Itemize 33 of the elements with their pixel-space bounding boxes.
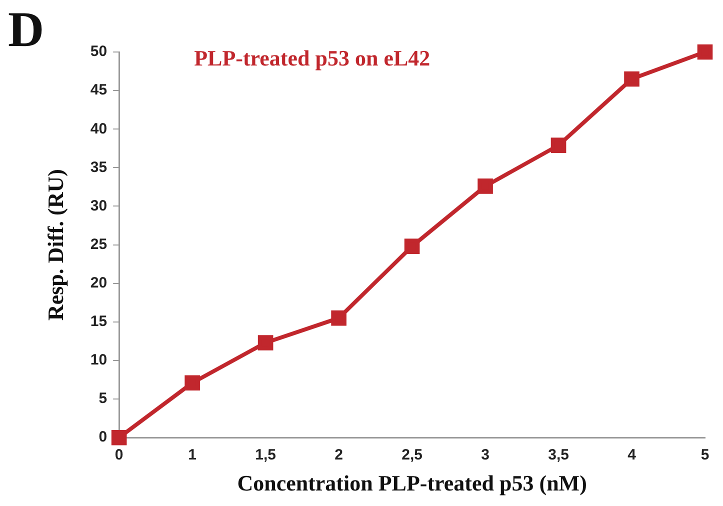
y-tick-label: 15 (90, 313, 108, 330)
x-tick-label: 3,5 (548, 446, 569, 464)
y-tick-label: 10 (90, 352, 108, 369)
chart-title: PLP-treated p53 on eL42 (194, 46, 430, 71)
point (550, 138, 566, 153)
point (111, 430, 127, 446)
y-tick-label: 30 (90, 197, 108, 214)
y-tick-label: 45 (90, 82, 108, 99)
point (404, 238, 420, 254)
x-tick-label: 2 (334, 446, 343, 464)
y-axis-title: Resp. Diff. (RU) (42, 169, 68, 321)
x-tick-label: 1,5 (255, 446, 276, 464)
text: D (8, 0, 44, 57)
point (258, 335, 274, 350)
x-tick-label: 0 (114, 446, 124, 464)
x-axis-title: Concentration PLP-treated p53 (nM) (237, 470, 587, 496)
point (184, 375, 200, 390)
y-tick-label: 40 (90, 120, 108, 138)
point (478, 178, 493, 194)
y-tick-label: 35 (90, 158, 108, 176)
x-tick-label: 2,5 (402, 446, 422, 464)
point (331, 310, 346, 326)
x-tick-label: 4 (628, 446, 637, 464)
x-tick-label: 1 (188, 446, 196, 464)
y-tick-label: 5 (98, 390, 108, 408)
y-tick-label: 50 (90, 43, 108, 60)
y-tick-label: 25 (90, 236, 108, 253)
y-tick-label: 0 (98, 428, 108, 446)
y-tick-label: 20 (90, 274, 108, 292)
point (697, 44, 713, 60)
x-tick-label: 3 (481, 446, 490, 464)
x-tick-label: 5 (700, 446, 710, 464)
point (624, 71, 640, 87)
